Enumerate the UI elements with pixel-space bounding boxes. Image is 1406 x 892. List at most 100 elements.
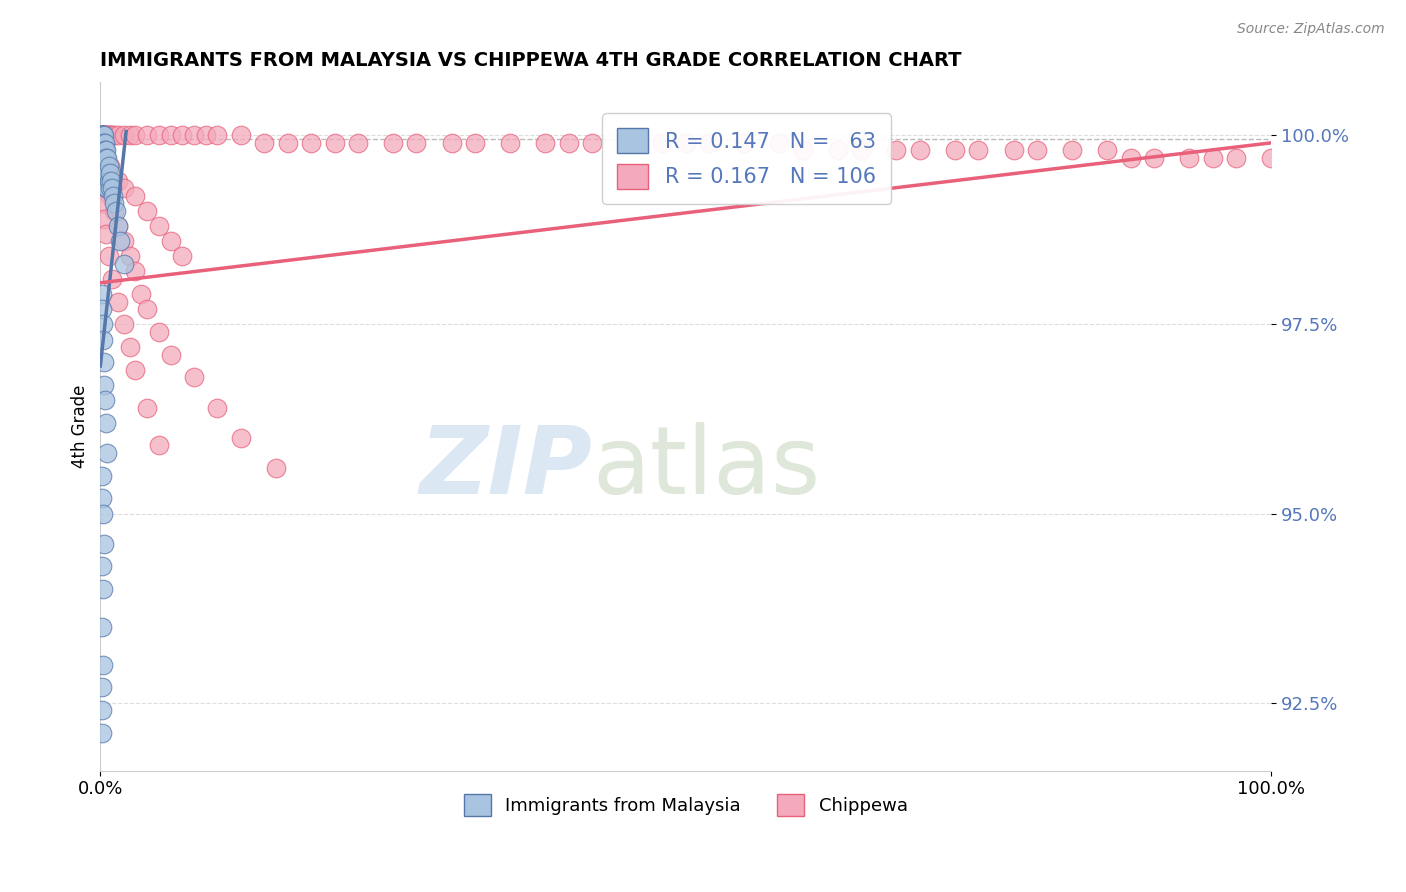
Point [91, 128, 114, 143]
Point [93, 211, 115, 226]
Point [101, 128, 124, 143]
Point [97, 128, 120, 143]
Point [91, 582, 114, 596]
Point [90, 287, 112, 301]
Point [90, 136, 112, 150]
Point [183, 128, 205, 143]
Point [91, 151, 114, 165]
Point [1026, 144, 1049, 158]
Point [93, 166, 115, 180]
Point [91, 136, 114, 150]
Point [91, 318, 114, 332]
Point [98, 181, 121, 195]
Point [96, 166, 118, 180]
Point [651, 136, 673, 150]
Point [91, 333, 114, 347]
Point [107, 128, 129, 143]
Point [136, 203, 159, 218]
Point [697, 136, 720, 150]
Point [107, 174, 129, 188]
Point [93, 537, 115, 551]
Point [148, 438, 170, 452]
Point [91, 136, 114, 150]
Point [90, 726, 112, 740]
Point [101, 166, 124, 180]
Point [1095, 144, 1118, 158]
Point [90, 620, 112, 634]
Point [136, 302, 159, 317]
Point [90, 468, 112, 483]
Point [91, 128, 114, 143]
Point [277, 136, 299, 150]
Point [93, 144, 115, 158]
Point [91, 507, 114, 521]
Point [94, 144, 117, 158]
Point [1201, 151, 1223, 165]
Point [886, 144, 908, 158]
Point [96, 446, 118, 460]
Point [112, 257, 135, 271]
Point [94, 392, 117, 407]
Point [100, 128, 122, 143]
Point [90, 302, 112, 317]
Point [172, 249, 194, 263]
Point [440, 136, 463, 150]
Point [90, 128, 112, 143]
Point [90, 128, 112, 143]
Point [96, 416, 118, 430]
Point [347, 136, 370, 150]
Point [96, 227, 118, 241]
Point [96, 181, 118, 195]
Point [124, 363, 146, 377]
Point [207, 128, 229, 143]
Point [405, 136, 427, 150]
Point [90, 181, 112, 195]
Point [91, 159, 114, 173]
Point [90, 128, 112, 143]
Point [96, 181, 118, 195]
Point [499, 136, 522, 150]
Point [323, 136, 346, 150]
Point [93, 378, 115, 392]
Point [172, 128, 194, 143]
Point [112, 181, 135, 195]
Point [264, 461, 287, 475]
Point [103, 128, 125, 143]
Text: Source: ZipAtlas.com: Source: ZipAtlas.com [1237, 22, 1385, 37]
Y-axis label: 4th Grade: 4th Grade [72, 384, 89, 468]
Point [94, 159, 117, 173]
Point [107, 294, 129, 309]
Point [229, 431, 252, 445]
Point [112, 234, 135, 248]
Point [110, 234, 132, 248]
Point [1002, 144, 1025, 158]
Point [93, 159, 115, 173]
Point [90, 128, 112, 143]
Point [93, 128, 115, 143]
Point [1119, 151, 1142, 165]
Point [159, 128, 181, 143]
Point [136, 401, 159, 415]
Point [93, 174, 115, 188]
Point [97, 159, 120, 173]
Point [299, 136, 322, 150]
Point [96, 128, 118, 143]
Point [768, 136, 790, 150]
Point [124, 264, 146, 278]
Point [90, 703, 112, 717]
Point [90, 136, 112, 150]
Point [112, 318, 135, 332]
Point [827, 144, 849, 158]
Point [1060, 144, 1083, 158]
Text: ZIP: ZIP [419, 422, 592, 514]
Point [96, 128, 118, 143]
Point [107, 219, 129, 233]
Point [118, 128, 141, 143]
Point [207, 401, 229, 415]
Point [851, 144, 873, 158]
Point [96, 151, 118, 165]
Point [908, 144, 931, 158]
Point [118, 249, 141, 263]
Point [124, 128, 146, 143]
Legend: Immigrants from Malaysia, Chippewa: Immigrants from Malaysia, Chippewa [457, 787, 915, 823]
